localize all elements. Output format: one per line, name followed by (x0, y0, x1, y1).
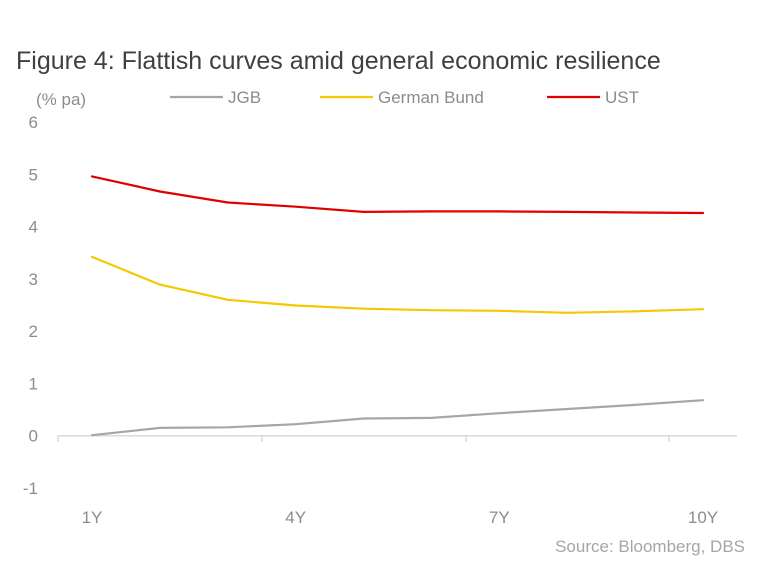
y-tick-label: 1 (29, 374, 38, 393)
y-tick-label: 3 (29, 270, 38, 289)
source-note: Source: Bloomberg, DBS (555, 537, 745, 556)
series-line-german-bund (90, 255, 705, 314)
y-axis-ticks: -1 0 1 2 3 4 5 6 (23, 113, 38, 498)
x-tick-label: 10Y (688, 508, 718, 527)
legend: JGB German Bund UST (170, 88, 639, 107)
legend-label: JGB (228, 88, 261, 107)
series-line-ust (90, 175, 705, 215)
y-tick-label: 0 (29, 427, 38, 446)
y-tick-label: 5 (29, 165, 38, 184)
y-axis-unit-label: (% pa) (36, 90, 86, 109)
series-line-jgb (90, 399, 705, 437)
y-tick-label: 2 (29, 322, 38, 341)
y-tick-label: -1 (23, 479, 38, 498)
x-tick-label: 4Y (285, 508, 306, 527)
x-axis-tick-labels: 1Y 4Y 7Y 10Y (82, 508, 719, 527)
legend-label: German Bund (378, 88, 484, 107)
legend-label: UST (605, 88, 639, 107)
x-axis-tickmarks (57, 435, 670, 442)
y-tick-label: 4 (29, 218, 38, 237)
series-lines (90, 175, 705, 437)
x-tick-label: 7Y (489, 508, 510, 527)
chart-title: Figure 4: Flattish curves amid general e… (16, 47, 661, 75)
x-tick-label: 1Y (82, 508, 103, 527)
y-tick-label: 6 (29, 113, 38, 132)
